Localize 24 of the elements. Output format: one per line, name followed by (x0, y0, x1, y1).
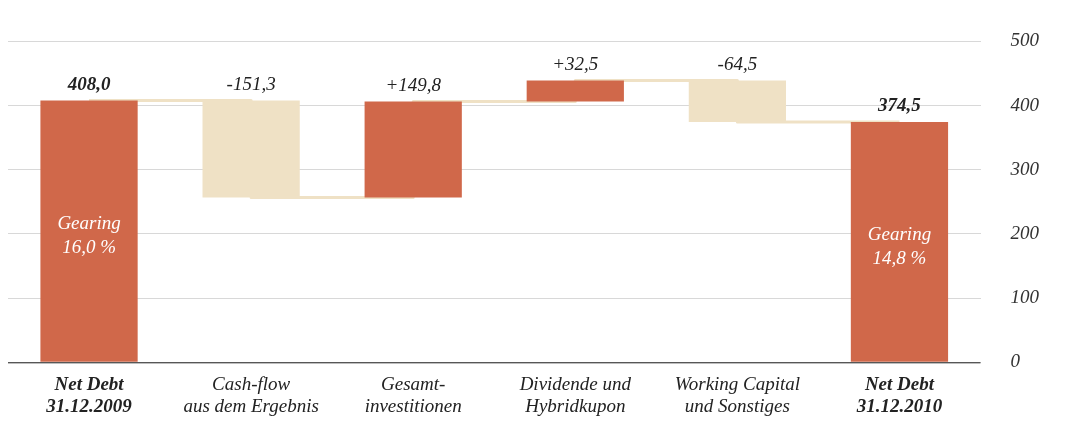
bar (526, 80, 624, 102)
y-tick-label: 400 (1010, 93, 1040, 115)
x-tick-label: Working Capital und Sonstiges (674, 373, 801, 417)
x-tick-label: Net Debt 31.12.2010 (855, 373, 943, 416)
data-label: +149,8 (385, 73, 442, 95)
y-tick-label: 0 (1010, 350, 1021, 372)
data-label: +32,5 (552, 53, 599, 75)
data-label: 374,5 (877, 94, 922, 116)
y-tick-label: 300 (1009, 157, 1040, 179)
bar (850, 121, 949, 362)
y-tick-label: 500 (1010, 29, 1040, 51)
data-label: -151,3 (226, 72, 276, 94)
bar (364, 101, 462, 198)
annotation: Gearing 14,8 % (867, 223, 932, 269)
x-tick-label: Cash-flow aus dem Ergebnis (183, 373, 319, 417)
y-tick-label: 100 (1010, 286, 1040, 308)
y-tick-label: 200 (1010, 221, 1040, 243)
x-tick-label: Gesamt- investitionen (364, 373, 462, 417)
data-label: 408,0 (66, 72, 111, 94)
annotation: Gearing 16,0 % (57, 212, 121, 258)
x-tick-label: Net Debt 31.12.2009 (45, 373, 133, 416)
bar (40, 100, 138, 362)
data-label: -64,5 (717, 53, 758, 75)
x-tick-label: Dividende und Hybridkupon (518, 373, 632, 417)
